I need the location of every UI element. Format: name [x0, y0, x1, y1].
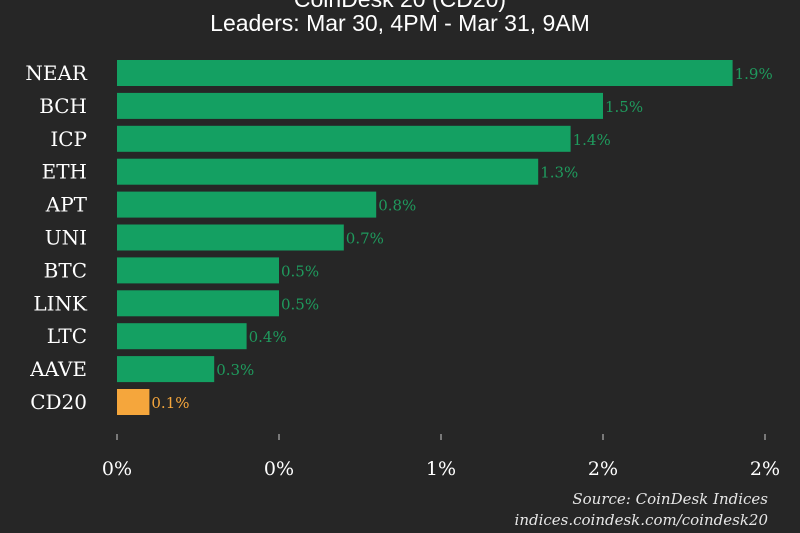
value-label-aave: 0.3%: [216, 361, 254, 379]
source-note: Source: CoinDesk Indices: [572, 490, 768, 508]
chart-subtitle: Leaders: Mar 30, 4PM - Mar 31, 9AM: [210, 10, 590, 36]
value-label-eth: 1.3%: [540, 164, 578, 182]
value-label-apt: 0.8%: [378, 197, 416, 215]
category-label-icp: ICP: [50, 127, 87, 151]
category-label-link: LINK: [33, 291, 88, 315]
category-label-btc: BTC: [44, 258, 87, 282]
bar-icp: [117, 125, 571, 152]
bar-cd20: [117, 389, 150, 415]
value-label-ltc: 0.4%: [249, 328, 287, 346]
x-tick-label: 1%: [426, 458, 456, 480]
value-label-icp: 1.4%: [573, 131, 611, 149]
category-label-near: NEAR: [25, 61, 88, 85]
category-label-aave: AAVE: [29, 357, 87, 381]
bar-ltc: [117, 323, 247, 350]
bar-eth: [117, 158, 539, 185]
chart-title: CoinDesk 20 (CD20): [0, 0, 800, 13]
bar-aave: [117, 356, 215, 383]
value-label-btc: 0.5%: [281, 262, 319, 280]
bar-apt: [117, 191, 377, 218]
x-tick-label: 0%: [102, 458, 132, 480]
bar-link: [117, 290, 279, 317]
category-label-apt: APT: [45, 193, 88, 217]
category-label-eth: ETH: [42, 160, 87, 184]
category-label-ltc: LTC: [47, 324, 87, 348]
category-label-uni: UNI: [45, 226, 87, 250]
source-url: indices.coindesk.com/coindesk20: [514, 511, 768, 529]
category-label-bch: BCH: [39, 94, 87, 118]
value-label-near: 1.9%: [735, 65, 773, 83]
category-label-cd20: CD20: [30, 390, 87, 414]
bar-btc: [117, 257, 279, 284]
x-tick-label: 2%: [588, 458, 618, 480]
value-label-uni: 0.7%: [346, 230, 384, 248]
x-tick-label: 0%: [264, 458, 294, 480]
value-label-link: 0.5%: [281, 295, 319, 313]
bar-bch: [117, 92, 603, 119]
x-tick-label: 2%: [750, 458, 780, 480]
bar-near: [117, 60, 733, 86]
bar-uni: [117, 224, 344, 251]
value-label-bch: 1.5%: [605, 98, 643, 116]
value-label-cd20: 0.1%: [151, 394, 189, 412]
